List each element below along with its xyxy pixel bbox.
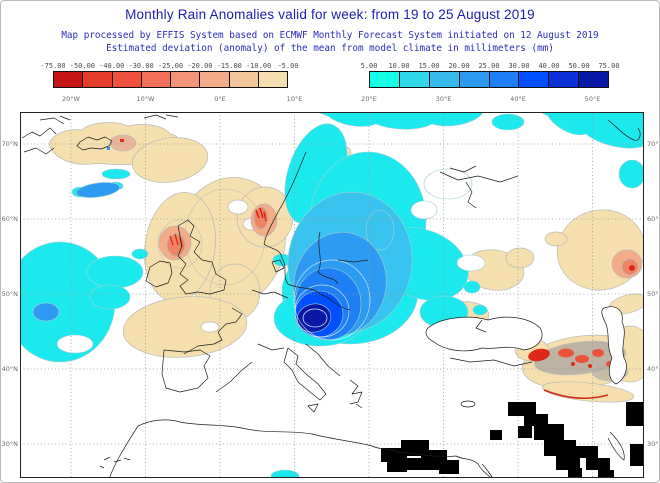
- legend-tick-label: 75.00: [598, 62, 620, 70]
- lat-label-right: 30°N: [647, 440, 659, 448]
- legend-color-cell: [83, 72, 113, 87]
- subtitle-processing-info: Map processed by EFFIS System based on E…: [61, 30, 599, 41]
- lat-label-right: 50°N: [647, 290, 659, 298]
- legend-positive-cells: [369, 71, 609, 88]
- map-frame: [20, 112, 644, 478]
- lon-label: 40°E: [510, 95, 526, 103]
- europe-anomaly-map-svg: [4, 111, 655, 482]
- no-data-regions: [381, 402, 644, 478]
- legend-tick-label: 25.00: [478, 62, 500, 70]
- legend-positive-anomaly: 5.00 10.00 15.00 20.00 25.00 30.00 40.00 50.00 7…: [361, 62, 620, 88]
- legend-tick-label: -10.00: [245, 62, 272, 70]
- legend-color-cell: [229, 72, 259, 87]
- legend-tick-label: 40.00: [538, 62, 560, 70]
- legend-color-cell: [399, 72, 430, 87]
- lat-label-right: 40°N: [647, 365, 659, 373]
- legend-negative-anomaly: -75.00 -50.00 -40.00 -30.00 -25.00 -20.00 -15.…: [40, 62, 299, 88]
- legend-tick-label: -25.00: [157, 62, 184, 70]
- legend-color-cell: [579, 72, 608, 87]
- legend-color-cell: [519, 72, 550, 87]
- lon-label: 10°W: [136, 95, 155, 103]
- legend-color-cell: [459, 72, 490, 87]
- legend-color-cell: [429, 72, 460, 87]
- rain-deficit-regions: [49, 122, 655, 403]
- legend-tick-label: 10.00: [388, 62, 410, 70]
- legend-color-cell: [489, 72, 520, 87]
- coastlines: [21, 114, 641, 482]
- legend-color-cell: [200, 72, 230, 87]
- legend-tick-label: 15.00: [418, 62, 440, 70]
- legend-color-cell: [54, 72, 84, 87]
- lat-label-left: 30°N: [1, 440, 18, 448]
- europe-anomaly-map: [4, 111, 655, 482]
- lon-label: 0°E: [214, 95, 226, 103]
- rain-surplus-regions: [4, 111, 646, 482]
- lat-label-left: 70°N: [1, 140, 18, 148]
- legend-color-cell: [258, 72, 287, 87]
- legend-color-cell: [171, 72, 201, 87]
- lat-label-left: 60°N: [1, 215, 18, 223]
- lat-label-left: 50°N: [1, 290, 18, 298]
- legend-color-cell: [141, 72, 171, 87]
- legend-tick-label: -30.00: [128, 62, 154, 70]
- subtitle-units-info: Estimated deviation (anomaly) of the mea…: [106, 43, 554, 54]
- legend-tick-label: 30.00: [508, 62, 530, 70]
- lat-label-left: 40°N: [1, 365, 18, 373]
- lat-label-right: 60°N: [647, 215, 659, 223]
- lon-label: 50°E: [584, 95, 601, 103]
- legend-tick-label: -40.00: [99, 62, 125, 70]
- lon-label: 30°E: [435, 95, 452, 103]
- lon-label: 20°W: [62, 95, 80, 103]
- legend-tick-label: -75.00: [40, 62, 66, 70]
- legend-tick-label: -20.00: [187, 62, 213, 70]
- legend-tick-label: -15.00: [216, 62, 242, 70]
- legend-tick-label: -5.00: [277, 62, 299, 70]
- legend-tick-label: -50.00: [69, 62, 96, 70]
- lon-label: 20°E: [361, 95, 377, 103]
- legend-negative-cells: [53, 71, 288, 88]
- legend-tick-label: 50.00: [568, 62, 590, 70]
- lat-label-right: 70°N: [647, 140, 659, 148]
- legend-color-cell: [112, 72, 142, 87]
- legend-color-cell: [549, 72, 580, 87]
- legend-tick-label: 20.00: [448, 62, 470, 70]
- legend-color-cell: [370, 72, 400, 87]
- lon-label: 10°E: [286, 95, 303, 103]
- page-title: Monthly Rain Anomalies valid for week: f…: [125, 7, 535, 22]
- legend-tick-label: 5.00: [360, 62, 378, 70]
